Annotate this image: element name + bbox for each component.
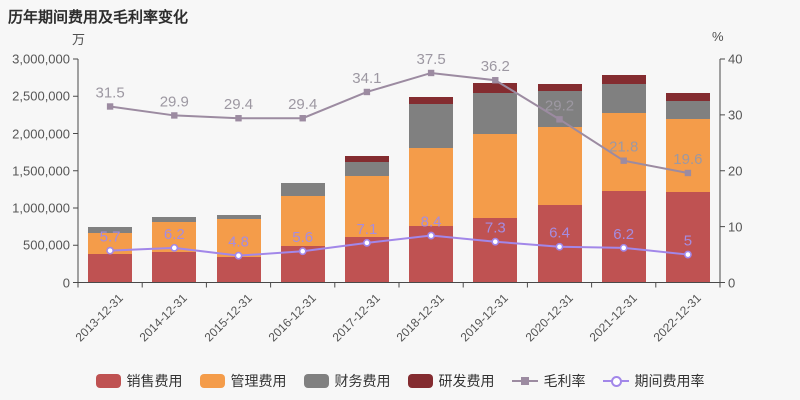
y-axis-left-unit: 万 bbox=[72, 32, 86, 47]
bar-segment-admin[interactable] bbox=[152, 222, 197, 252]
x-tick-label: 2019-12-31 bbox=[457, 291, 512, 345]
legend-item-gross-margin[interactable]: 毛利率 bbox=[511, 371, 586, 391]
x-tick-label: 2014-12-31 bbox=[136, 291, 191, 345]
legend-label-finance: 财务费用 bbox=[334, 373, 391, 389]
bar-segment-finance[interactable] bbox=[152, 216, 197, 223]
bar-segment-finance[interactable] bbox=[665, 101, 710, 120]
bar-segment-sales[interactable] bbox=[601, 190, 646, 283]
legend-label-sales: 销售费用 bbox=[126, 373, 183, 389]
bar-segment-sales[interactable] bbox=[537, 205, 582, 283]
circle-marker-icon bbox=[610, 376, 622, 387]
bar-segment-rnd[interactable] bbox=[409, 96, 454, 105]
y-right-tick-label: 10 bbox=[728, 219, 743, 235]
bar-segment-finance[interactable] bbox=[473, 92, 518, 135]
y-right-tick-label: 20 bbox=[728, 163, 743, 179]
legend: 销售费用 管理费用 财务费用 研发费用 毛利率 期间费用率 bbox=[0, 371, 800, 391]
bar-segment-sales[interactable] bbox=[280, 245, 325, 283]
value-label-gross-margin: 31.5 bbox=[95, 84, 124, 101]
bar-segment-rnd[interactable] bbox=[665, 93, 710, 102]
bar-segment-rnd[interactable] bbox=[473, 82, 518, 93]
point-gross-margin[interactable] bbox=[427, 69, 435, 77]
y-left-tick-label: 1,000,000 bbox=[12, 200, 70, 216]
x-tick-label: 2018-12-31 bbox=[393, 291, 447, 345]
x-tick-label: 2021-12-31 bbox=[586, 291, 640, 345]
bar-segment-admin[interactable] bbox=[409, 147, 454, 226]
point-gross-margin[interactable] bbox=[363, 88, 371, 96]
point-gross-margin[interactable] bbox=[235, 115, 242, 122]
bar-segment-sales[interactable] bbox=[88, 254, 133, 283]
point-gross-margin[interactable] bbox=[299, 115, 306, 122]
bar-segment-sales[interactable] bbox=[152, 251, 197, 283]
legend-item-expense-ratio[interactable]: 期间费用率 bbox=[602, 371, 705, 391]
y-left-tick-label: 1,500,000 bbox=[12, 163, 70, 179]
chart-title: 历年期间费用及毛利率变化 bbox=[8, 9, 189, 26]
value-label-gross-margin: 29.4 bbox=[288, 96, 317, 113]
point-gross-margin[interactable] bbox=[171, 112, 178, 119]
y-left-tick-label: 2,500,000 bbox=[12, 88, 70, 104]
y-left-tick-label: 2,000,000 bbox=[12, 126, 70, 141]
bar-segment-admin[interactable] bbox=[537, 126, 582, 205]
y-left-tick-label: 500,000 bbox=[23, 237, 70, 253]
bar-segment-finance[interactable] bbox=[280, 183, 325, 197]
y-axis-right-unit: % bbox=[712, 29, 724, 44]
bar-segment-admin[interactable] bbox=[280, 196, 325, 246]
y-right-tick-label: 40 bbox=[728, 51, 743, 67]
x-tick-label: 2020-12-31 bbox=[522, 291, 576, 345]
value-label-gross-margin: 37.5 bbox=[416, 51, 445, 68]
legend-item-sales[interactable]: 销售费用 bbox=[95, 371, 183, 391]
bar-segment-admin[interactable] bbox=[344, 175, 389, 238]
bar-segment-finance[interactable] bbox=[216, 214, 261, 220]
square-marker-icon bbox=[520, 377, 529, 385]
bar-segment-sales[interactable] bbox=[216, 257, 261, 283]
bar-segment-admin[interactable] bbox=[88, 232, 133, 255]
legend-item-finance[interactable]: 财务费用 bbox=[303, 371, 391, 391]
legend-swatch-rnd-icon bbox=[407, 374, 433, 388]
bar-segment-finance[interactable] bbox=[344, 161, 389, 176]
value-label-gross-margin: 36.2 bbox=[481, 58, 510, 75]
x-tick-label: 2016-12-31 bbox=[265, 291, 319, 345]
legend-swatch-finance-icon bbox=[303, 374, 329, 388]
x-tick-label: 2013-12-31 bbox=[72, 291, 126, 345]
bar-segment-admin[interactable] bbox=[665, 119, 710, 192]
y-right-tick-label: 0 bbox=[728, 275, 736, 290]
legend-label-gross-margin: 毛利率 bbox=[543, 373, 586, 389]
value-label-gross-margin: 34.1 bbox=[352, 70, 381, 87]
legend-gross-margin-line-icon bbox=[511, 377, 538, 385]
bar-segment-sales[interactable] bbox=[344, 237, 389, 283]
x-tick-label: 2015-12-31 bbox=[201, 291, 255, 345]
bar-segment-finance[interactable] bbox=[601, 83, 646, 113]
bar-segment-rnd[interactable] bbox=[537, 84, 582, 92]
x-tick-label: 2022-12-31 bbox=[650, 291, 704, 345]
bar-segment-admin[interactable] bbox=[216, 219, 261, 258]
value-label-gross-margin: 29.9 bbox=[160, 93, 189, 110]
bar-segment-finance[interactable] bbox=[88, 226, 133, 233]
y-left-tick-label: 3,000,000 bbox=[12, 51, 70, 67]
legend-item-admin[interactable]: 管理费用 bbox=[199, 371, 287, 391]
bar-segment-rnd[interactable] bbox=[601, 75, 646, 84]
bar-segment-sales[interactable] bbox=[665, 191, 710, 283]
legend-label-expense-ratio: 期间费用率 bbox=[634, 373, 705, 389]
legend-swatch-admin-icon bbox=[199, 374, 225, 388]
bar-segment-admin[interactable] bbox=[601, 112, 646, 191]
legend-label-rnd: 研发费用 bbox=[438, 373, 495, 389]
legend-expense-ratio-line-icon bbox=[602, 376, 629, 387]
value-label-gross-margin: 29.4 bbox=[224, 96, 253, 113]
bar-segment-admin[interactable] bbox=[473, 134, 518, 218]
bar-segment-rnd[interactable] bbox=[344, 155, 389, 162]
point-gross-margin[interactable] bbox=[106, 103, 114, 110]
y-left-tick-label: 0 bbox=[62, 275, 70, 290]
legend-label-admin: 管理费用 bbox=[230, 373, 287, 389]
bar-segment-finance[interactable] bbox=[537, 91, 582, 127]
y-right-tick-label: 30 bbox=[728, 107, 743, 123]
bar-segment-sales[interactable] bbox=[409, 225, 454, 283]
bar-segment-finance[interactable] bbox=[409, 104, 454, 148]
bar-segment-sales[interactable] bbox=[473, 217, 518, 283]
legend-swatch-sales-icon bbox=[95, 374, 121, 388]
legend-item-rnd[interactable]: 研发费用 bbox=[407, 371, 495, 391]
x-tick-label: 2017-12-31 bbox=[329, 291, 383, 345]
